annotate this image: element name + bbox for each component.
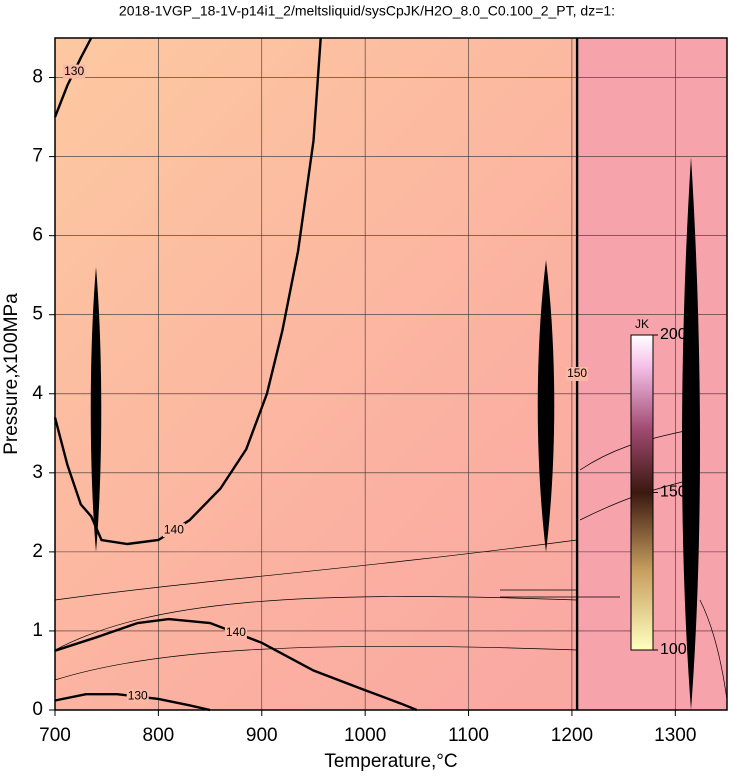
chart-title: 2018-1VGP_18-1V-p14i1_2/meltsliquid/sysC… (119, 3, 615, 19)
contour-label-bg (566, 367, 589, 381)
x-axis-label: Temperature,°C (324, 751, 457, 772)
x-tick-label: 1300 (654, 725, 696, 746)
colorbar-tick-label: 100 (660, 641, 687, 658)
y-tick-label: 2 (32, 541, 43, 562)
y-tick-label: 5 (32, 304, 43, 325)
contour-label: 130 (128, 689, 148, 703)
y-tick-label: 4 (32, 383, 43, 404)
y-tick-label: 0 (32, 699, 43, 720)
x-tick-label: 700 (39, 725, 71, 746)
contour-label-bg (224, 625, 247, 640)
contour-label: 140 (226, 625, 246, 639)
contours: 140 140 130 130 150 (53, 37, 589, 712)
colorbar (630, 334, 654, 651)
colorbar-label: JK (635, 317, 649, 331)
x-tick-label: 800 (143, 725, 175, 746)
contour-label: 150 (567, 366, 587, 380)
y-tick-label: 1 (32, 620, 43, 641)
dense-contours (90, 157, 700, 710)
contour-line (53, 37, 322, 546)
plot-frame (54, 37, 728, 711)
x-tick-label: 1000 (344, 725, 386, 746)
contour-label: 130 (64, 64, 84, 78)
x-tick-label: 900 (246, 725, 278, 746)
y-axis-label: Pressure,x100MPa (1, 293, 22, 455)
contour-label-bg (63, 64, 86, 79)
background-contours (54, 429, 728, 701)
y-tick-label: 7 (32, 146, 43, 167)
colorbar-tick-label: 200 (660, 326, 687, 343)
contour-label: 140 (164, 522, 184, 536)
contour-label-bg (162, 523, 185, 538)
contour-label-bg (126, 689, 149, 704)
y-tick-label: 8 (32, 67, 43, 88)
y-tick-label: 3 (32, 462, 43, 483)
y-tick-label: 6 (32, 225, 43, 246)
x-tick-label: 1100 (448, 725, 489, 746)
colorbar-tick-label: 150 (660, 484, 687, 501)
x-tick-label: 1200 (551, 725, 593, 746)
